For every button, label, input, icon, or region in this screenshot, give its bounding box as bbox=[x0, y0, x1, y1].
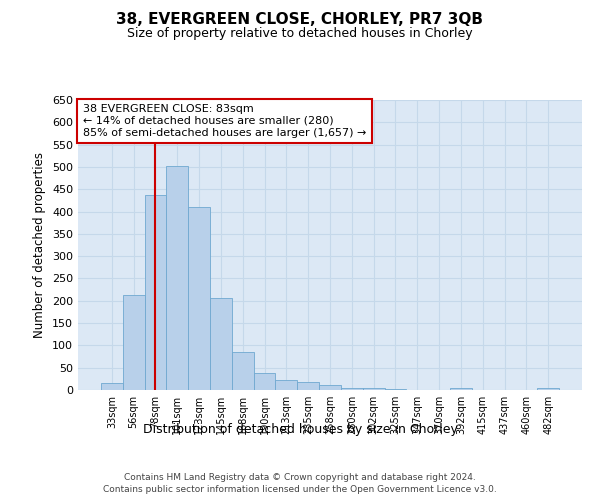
Bar bbox=[188, 207, 210, 390]
Bar bbox=[341, 388, 363, 390]
Bar bbox=[166, 166, 188, 390]
Text: Distribution of detached houses by size in Chorley: Distribution of detached houses by size … bbox=[143, 422, 457, 436]
Text: Contains public sector information licensed under the Open Government Licence v3: Contains public sector information licen… bbox=[103, 485, 497, 494]
Text: 38 EVERGREEN CLOSE: 83sqm
← 14% of detached houses are smaller (280)
85% of semi: 38 EVERGREEN CLOSE: 83sqm ← 14% of detac… bbox=[83, 104, 367, 138]
Bar bbox=[210, 298, 232, 390]
Text: Contains HM Land Registry data © Crown copyright and database right 2024.: Contains HM Land Registry data © Crown c… bbox=[124, 472, 476, 482]
Bar bbox=[537, 388, 559, 390]
Bar bbox=[123, 296, 145, 390]
Bar bbox=[145, 195, 166, 390]
Bar bbox=[297, 382, 319, 390]
Bar bbox=[275, 380, 297, 390]
Bar bbox=[385, 389, 406, 390]
Bar bbox=[232, 352, 254, 390]
Bar bbox=[101, 384, 123, 390]
Bar bbox=[450, 388, 472, 390]
Bar bbox=[254, 373, 275, 390]
Bar bbox=[363, 388, 385, 390]
Text: Size of property relative to detached houses in Chorley: Size of property relative to detached ho… bbox=[127, 28, 473, 40]
Y-axis label: Number of detached properties: Number of detached properties bbox=[34, 152, 46, 338]
Bar bbox=[319, 384, 341, 390]
Text: 38, EVERGREEN CLOSE, CHORLEY, PR7 3QB: 38, EVERGREEN CLOSE, CHORLEY, PR7 3QB bbox=[116, 12, 484, 28]
